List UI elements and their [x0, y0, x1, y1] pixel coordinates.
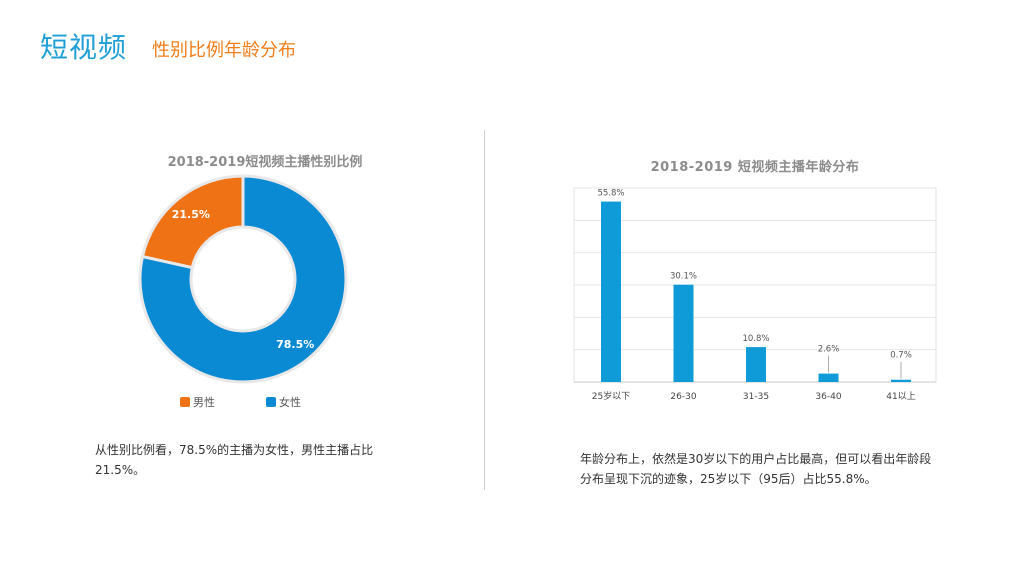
legend-label-female: 女性 — [279, 396, 301, 409]
bar-data-label-3: 2.6% — [818, 345, 840, 355]
pie-slice-0 — [140, 174, 245, 270]
bar-chart-title: 2018-2019 短视频主播年龄分布 — [650, 160, 860, 175]
pie-slice-label-1: 78.5% — [276, 338, 314, 351]
bar-data-label-2: 10.8% — [742, 334, 769, 344]
bar-data-label-1: 30.1% — [670, 272, 697, 282]
bar-0 — [601, 201, 621, 382]
pie-slice-1 — [138, 174, 348, 384]
bar-tick-label-2: 31-35 — [743, 392, 769, 402]
pie-description: 从性别比例看，78.5%的主播为女性，男性主播占比21.5%。 — [95, 443, 374, 477]
bar-3 — [818, 373, 839, 382]
legend-label-male: 男性 — [193, 396, 215, 409]
bar-data-label-0: 55.8% — [597, 189, 624, 199]
bar-1 — [673, 284, 694, 382]
pie-chart-title: 2018-2019短视频主播性别比例 — [167, 155, 363, 170]
bar-description: 年龄分布上，依然是30岁以下的用户占比最高，但可以看出年龄段分布呈现下沉的迹象，… — [580, 452, 932, 486]
legend-swatch-female — [266, 397, 276, 407]
legend-item-male[interactable]: 男性 — [180, 394, 215, 410]
bar-tick-label-4: 41以上 — [886, 391, 915, 402]
section-divider — [484, 130, 485, 490]
bar-tick-label-1: 26-30 — [670, 392, 696, 402]
legend-item-female[interactable]: 女性 — [266, 394, 301, 410]
page-title: 短视频 — [40, 31, 128, 64]
page-subtitle: 性别比例年龄分布 — [152, 40, 296, 61]
bar-tick-label-0: 25岁以下 — [592, 390, 630, 402]
bar-4 — [891, 379, 911, 382]
bar-2 — [746, 347, 766, 382]
bar-data-label-4: 0.7% — [890, 351, 912, 361]
bar-tick-label-3: 36-40 — [815, 392, 841, 402]
legend-swatch-male — [180, 397, 190, 407]
pie-slice-label-0: 21.5% — [172, 208, 210, 221]
